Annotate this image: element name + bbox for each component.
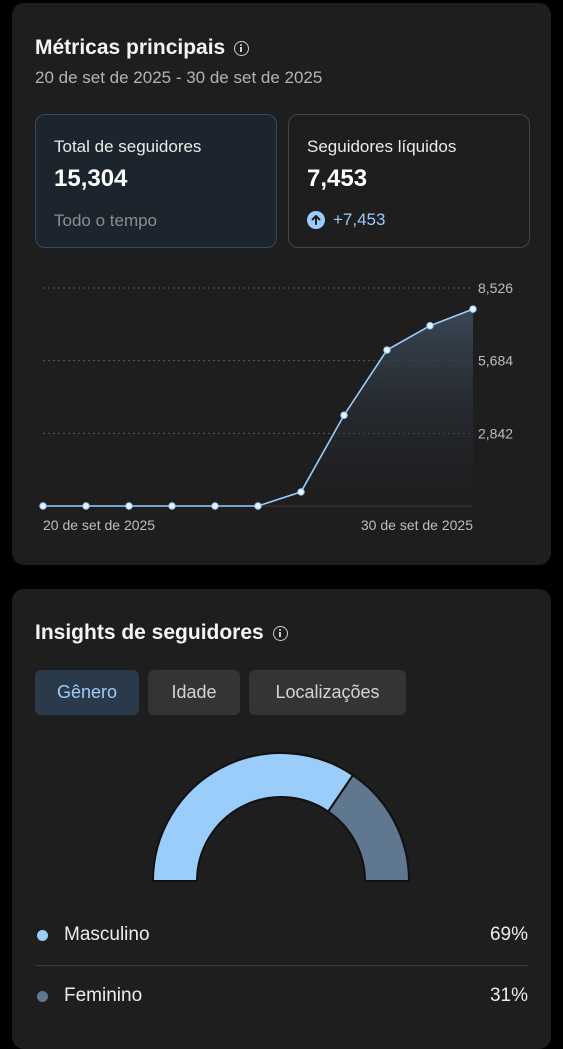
info-icon[interactable] — [234, 40, 250, 56]
insights-header: Insights de seguidores — [35, 621, 288, 645]
followers-line-chart: 8,526 5,684 2,842 20 de set de 2025 30 de se… — [39, 280, 513, 533]
y-tick-label: 5,684 — [478, 353, 513, 369]
key-metrics-card: Métricas principais 20 de set de 2025 - … — [12, 3, 551, 565]
data-point[interactable] — [469, 305, 477, 313]
legend-label-male: Masculino — [64, 924, 150, 945]
key-metrics-title: Métricas principais — [35, 36, 226, 59]
y-tick-label: 8,526 — [478, 280, 513, 296]
arrow-up-circle-icon — [307, 211, 325, 229]
data-point[interactable] — [297, 488, 305, 496]
insights-tabs: Gênero Idade Localizações — [35, 670, 415, 715]
net-followers-box[interactable]: Seguidores líquidos 7,453 +7,453 — [288, 114, 530, 248]
donut-slice-male — [151, 752, 355, 882]
legend-dot-male — [37, 929, 48, 941]
legend-dot-female — [37, 990, 48, 1002]
chart-area-fill — [43, 309, 473, 506]
info-icon[interactable] — [272, 625, 288, 641]
donut-slice-female — [326, 773, 411, 882]
tab-age[interactable]: Idade — [148, 670, 240, 715]
total-followers-value: 15,304 — [54, 165, 128, 192]
legend-item-female: Feminino 31% — [35, 966, 528, 1026]
insights-title: Insights de seguidores — [35, 621, 264, 644]
legend-value-female: 31% — [489, 985, 528, 1006]
legend-value-male: 69% — [489, 924, 528, 945]
date-range: 20 de set de 2025 - 30 de set de 2025 — [35, 68, 323, 87]
key-metrics-header: Métricas principais — [35, 36, 250, 60]
total-followers-label: Total de seguidores — [54, 137, 202, 156]
x-tick-label: 30 de set de 2025 — [361, 517, 473, 533]
x-tick-label: 20 de set de 2025 — [43, 517, 155, 533]
data-point[interactable] — [39, 502, 47, 510]
y-tick-label: 2,842 — [478, 425, 513, 441]
net-followers-label: Seguidores líquidos — [307, 137, 457, 156]
net-followers-change: +7,453 — [307, 210, 385, 230]
data-point[interactable] — [383, 346, 391, 354]
data-point[interactable] — [426, 322, 434, 330]
data-point[interactable] — [168, 502, 176, 510]
gender-donut-chart — [151, 752, 411, 882]
tab-gender[interactable]: Gênero — [35, 670, 139, 715]
legend-label-female: Feminino — [64, 985, 143, 1006]
data-point[interactable] — [211, 502, 219, 510]
follower-insights-card: Insights de seguidores Gênero Idade Loca… — [12, 589, 551, 1049]
legend-item-male: Masculino 69% — [35, 905, 528, 966]
tab-locations[interactable]: Localizações — [249, 670, 406, 715]
total-followers-period: Todo o tempo — [54, 211, 158, 230]
data-point[interactable] — [82, 502, 90, 510]
data-point[interactable] — [340, 411, 348, 419]
total-followers-box[interactable]: Total de seguidores 15,304 Todo o tempo — [35, 114, 277, 248]
net-followers-value: 7,453 — [307, 165, 368, 192]
data-point[interactable] — [125, 502, 133, 510]
data-point[interactable] — [254, 502, 262, 510]
net-followers-change-value: +7,453 — [333, 210, 386, 229]
